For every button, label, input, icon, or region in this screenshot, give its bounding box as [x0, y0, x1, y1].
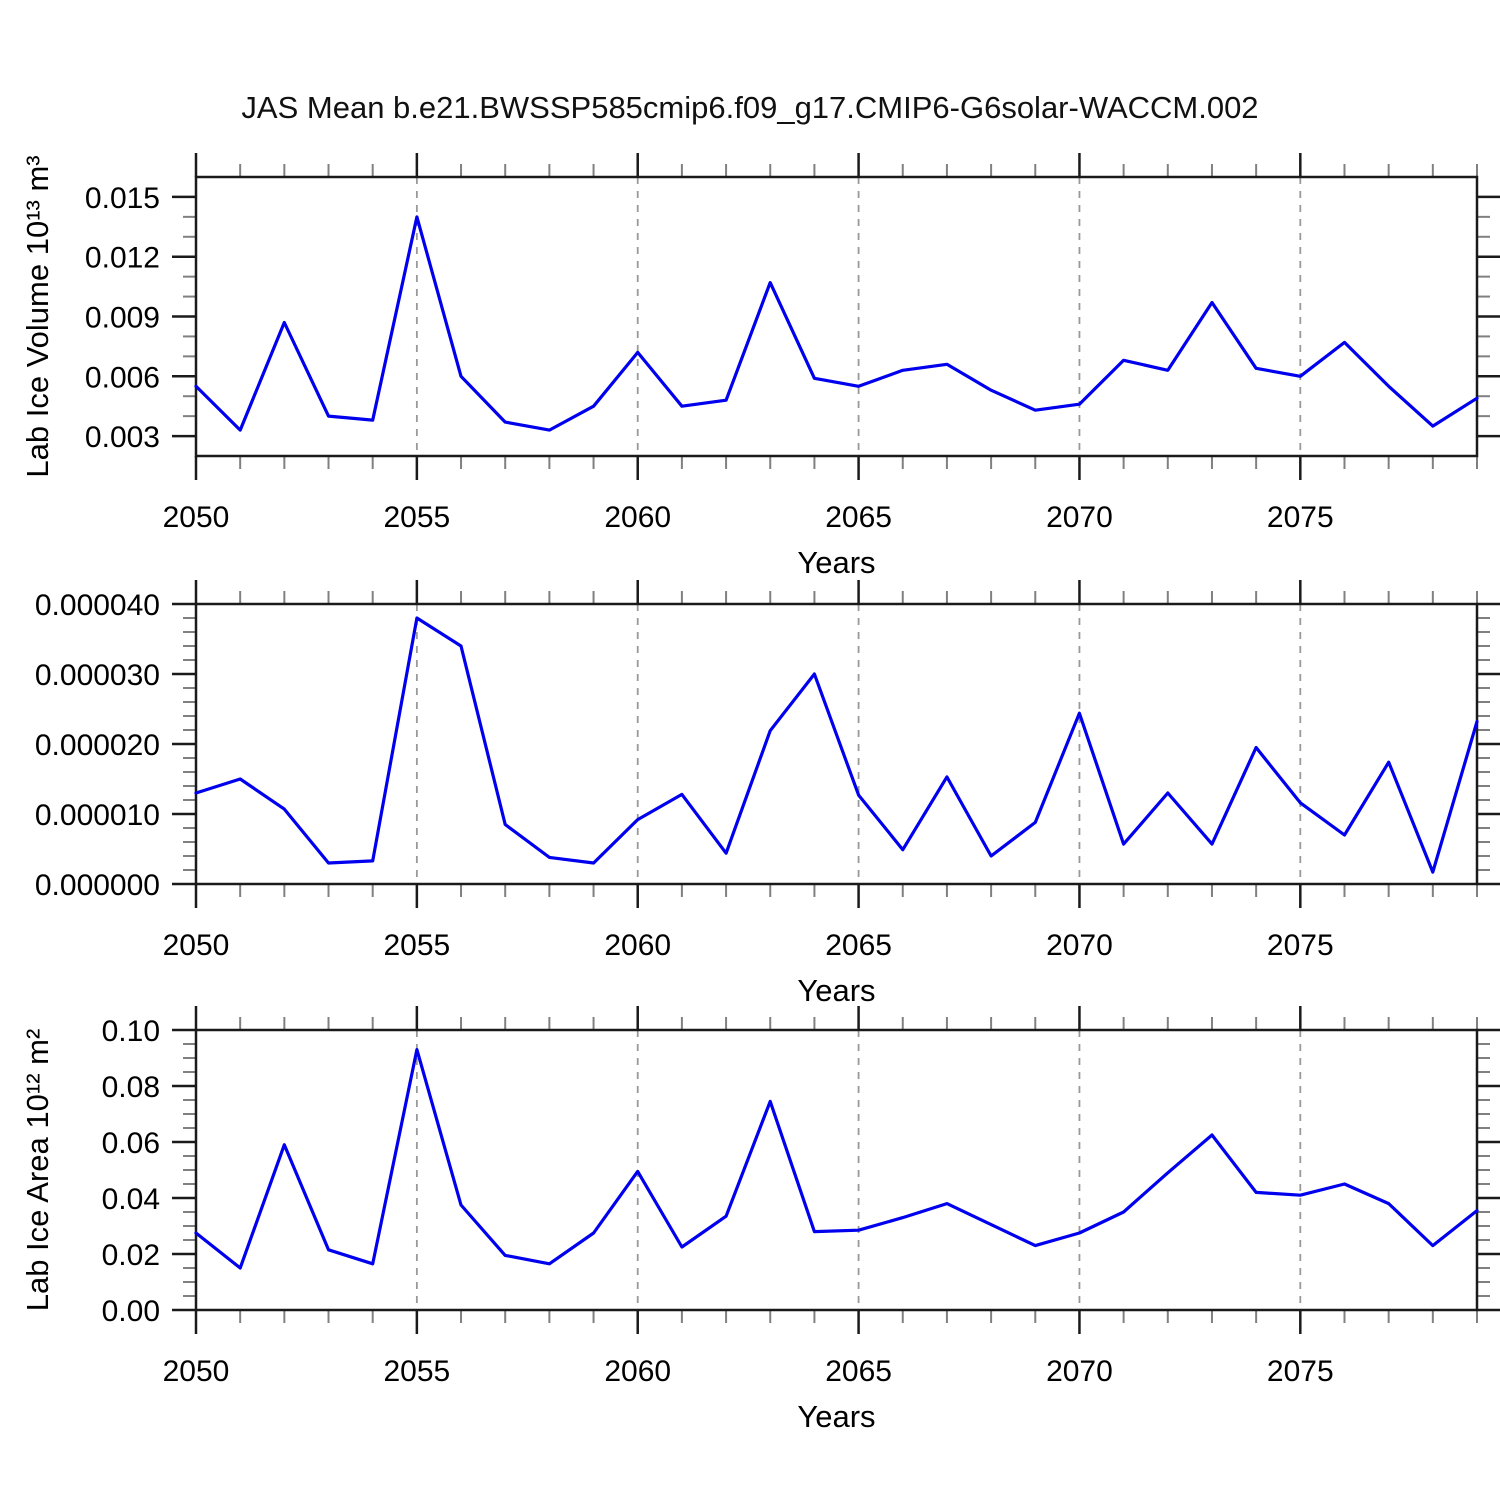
y-tick-label: 0.006 — [85, 361, 160, 394]
data-series-line — [194, 616, 1479, 874]
x-tick-label: 2070 — [1046, 501, 1113, 534]
data-series-line — [194, 1048, 1479, 1270]
x-axis-title: Years — [797, 1399, 875, 1434]
x-tick-label: 2050 — [163, 1355, 230, 1388]
y-tick-label: 0.000040 — [35, 589, 160, 622]
x-tick-label: 2060 — [604, 501, 671, 534]
x-tick-label: 2050 — [163, 929, 230, 962]
x-tick-label: 2065 — [825, 929, 892, 962]
x-tick-label: 2065 — [825, 501, 892, 534]
x-axis-title: Years — [797, 545, 875, 580]
y-axis-title: Lab Ice Volume 10¹³ m³ — [20, 155, 55, 477]
axis-frame — [194, 602, 1479, 886]
y-axis-title: Lab Ice Area 10¹² m² — [20, 1029, 55, 1312]
x-tick-label: 2055 — [383, 929, 450, 962]
x-tick-label: 2075 — [1267, 929, 1334, 962]
x-tick-label: 2055 — [383, 1355, 450, 1388]
figure-title: JAS Mean b.e21.BWSSP585cmip6.f09_g17.CMI… — [241, 90, 1259, 125]
y-tick-label: 0.000030 — [35, 659, 160, 692]
y-tick-label: 0.012 — [85, 242, 160, 275]
y-tick-label: 0.009 — [85, 302, 160, 335]
y-tick-label: 0.08 — [102, 1071, 160, 1104]
y-tick-label: 0.000000 — [35, 869, 160, 902]
y-tick-label: 0.10 — [102, 1015, 160, 1048]
y-tick-label: 0.00 — [102, 1295, 160, 1328]
x-tick-label: 2060 — [604, 1355, 671, 1388]
x-tick-label: 2060 — [604, 929, 671, 962]
axis-frame — [194, 175, 1479, 458]
y-tick-label: 0.000020 — [35, 729, 160, 762]
y-tick-label: 0.06 — [102, 1127, 160, 1160]
x-axis-title: Years — [797, 973, 875, 1008]
data-series-line — [194, 215, 1479, 432]
x-tick-label: 2075 — [1267, 501, 1334, 534]
y-tick-label: 0.02 — [102, 1239, 160, 1272]
x-tick-label: 2050 — [163, 501, 230, 534]
x-tick-label: 2070 — [1046, 1355, 1113, 1388]
y-tick-label: 0.000010 — [35, 799, 160, 832]
y-tick-label: 0.003 — [85, 421, 160, 454]
x-tick-label: 2055 — [383, 501, 450, 534]
panel-3: 0.00 0.02 0.04 0.06 0.08 0.10 2050 2055 2060 2065… — [20, 1006, 1500, 1434]
axis-frame — [194, 1028, 1479, 1312]
x-tick-label: 2065 — [825, 1355, 892, 1388]
y-tick-label: 0.04 — [102, 1183, 160, 1216]
panel-2: 0.000000 0.000010 0.000020 0.000030 0.000040… — [35, 580, 1500, 1008]
y-tick-label: 0.015 — [85, 182, 160, 215]
x-tick-label: 2070 — [1046, 929, 1113, 962]
x-tick-label: 2075 — [1267, 1355, 1334, 1388]
panel-1: 0.003 0.006 0.009 0.012 0.015 2050 2055 2060 206… — [20, 153, 1500, 580]
